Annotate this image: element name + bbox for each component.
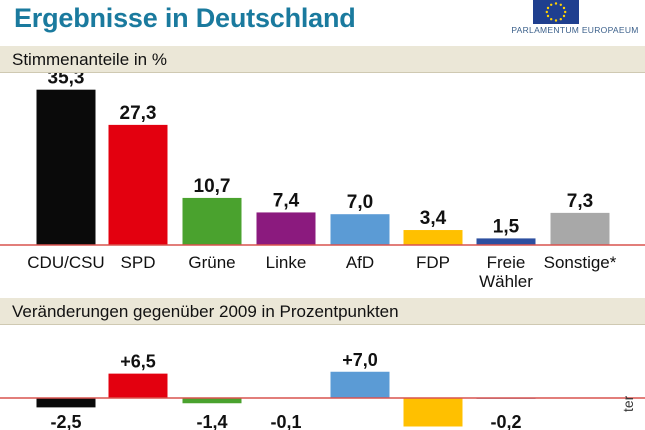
data-label: 3,4 — [420, 208, 447, 229]
data-label: 7,4 — [273, 190, 300, 211]
data-label: -1,4 — [196, 412, 227, 430]
category-label: Wähler — [479, 272, 533, 291]
section-header-change: Veränderungen gegenüber 2009 in Prozentp… — [0, 298, 645, 325]
bar — [330, 214, 390, 245]
data-label: 10,7 — [194, 176, 231, 197]
category-label: CDU/CSU — [27, 253, 104, 272]
category-label: Sonstige* — [544, 253, 617, 272]
chart-title: Stimmenanteile in % — [12, 50, 167, 69]
bar — [182, 197, 242, 245]
chart-title: Veränderungen gegenüber 2009 in Prozentp… — [12, 302, 399, 321]
category-label: Grüne — [188, 253, 235, 272]
bar — [476, 238, 536, 245]
bar — [108, 124, 168, 245]
vote-share-chart: 35,3 CDU/CSU 27,3 SPD 10,7 Grüne 7,4 Linke 7,0 Af… — [0, 73, 645, 291]
bar — [36, 398, 96, 408]
bar — [330, 371, 390, 398]
category-label: FDP — [416, 253, 450, 272]
data-label: 1,5 — [493, 216, 520, 237]
bar — [403, 398, 463, 427]
logo-text: PARLAMENTUM EUROPAEUM — [511, 25, 639, 35]
data-label: 7,3 — [567, 191, 593, 212]
category-label: Freie — [487, 253, 526, 272]
data-label: 35,3 — [48, 73, 85, 89]
data-label: 7,0 — [347, 192, 373, 213]
data-label: -0,1 — [270, 412, 301, 430]
data-label: -2,5 — [50, 412, 81, 430]
bar — [36, 89, 96, 246]
bar — [550, 212, 610, 245]
bar — [256, 212, 316, 245]
category-label: Linke — [266, 253, 307, 272]
bar — [403, 230, 463, 245]
bar — [108, 373, 168, 398]
european-parliament-logo: PARLAMENTUM EUROPAEUM — [508, 0, 642, 40]
data-label: +6,5 — [120, 352, 156, 372]
eu-flag-icon — [533, 0, 579, 24]
data-label: 27,3 — [120, 103, 157, 124]
bar — [182, 398, 242, 404]
data-label: +7,0 — [342, 350, 378, 370]
section-header-vote-share: Stimmenanteile in % — [0, 46, 645, 73]
data-label: -0,2 — [490, 412, 521, 430]
category-label: SPD — [121, 253, 156, 272]
page-title: Ergebnisse in Deutschland — [14, 3, 356, 33]
category-label: AfD — [346, 253, 374, 272]
side-text: ter — [620, 395, 636, 412]
change-chart: -2,5 +6,5 -1,4 -0,1 +7,0 -0,2 — [0, 350, 645, 430]
